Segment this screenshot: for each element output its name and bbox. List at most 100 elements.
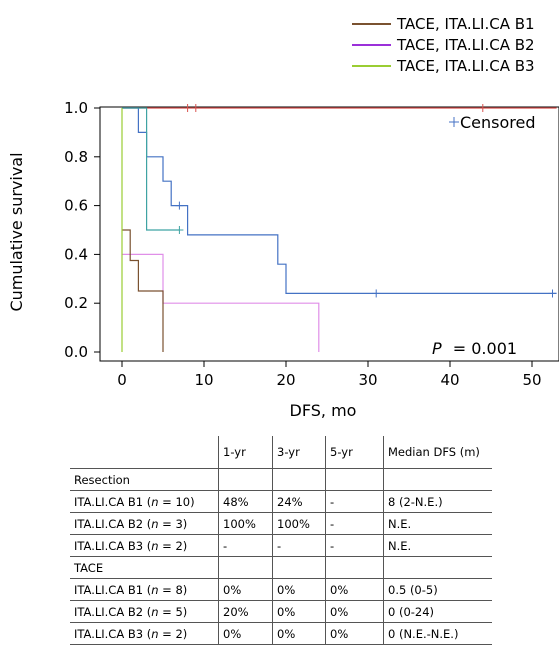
p-value: P = 0.001 (432, 339, 517, 358)
table-cell: N.E. (383, 534, 492, 557)
legend: TACE, ITA.LI.CA B1 TACE, ITA.LI.CA B2 TACE… (352, 15, 535, 75)
table-cell: 100% (218, 512, 273, 535)
y-tick-label: 1.0 (64, 99, 88, 117)
table-cell: 8 (2-N.E.) (383, 490, 492, 513)
censor-mark (548, 289, 557, 298)
table-cell: 0.5 (0-5) (383, 578, 492, 601)
x-tick-label: 30 (358, 371, 377, 389)
table-header-cell: 1-yr (218, 436, 273, 469)
x-tick-label: 50 (522, 371, 541, 389)
x-tick-label: 10 (194, 371, 213, 389)
table-cell: 0% (325, 578, 384, 601)
table-cell: 100% (272, 512, 326, 535)
y-tick-label: 0.4 (64, 245, 88, 263)
censored-legend: Censored (449, 113, 536, 132)
row-label-text: ITA.LI.CA B3 ( (74, 626, 152, 641)
row-label: ITA.LI.CA B3 (n = 2) (70, 622, 219, 645)
table-header-cell: 5-yr (325, 436, 384, 469)
table-row: ITA.LI.CA B1 (n = 8) 0% 0% 0% 0.5 (0-5) (70, 578, 492, 601)
table-cell: - (325, 512, 384, 535)
row-n-symbol: n (151, 604, 159, 619)
legend-entry: TACE, ITA.LI.CA B2 (396, 36, 535, 54)
table-row: ITA.LI.CA B1 (n = 10) 48% 24% -8 (2-N.E.) (70, 490, 492, 513)
series-line-1 (122, 107, 557, 294)
table-cell: N.E. (383, 512, 492, 535)
legend-entry: TACE, ITA.LI.CA B1 (396, 15, 535, 33)
table-cell: 0 (N.E.-N.E.) (383, 622, 492, 645)
table-cell: 0% (272, 578, 326, 601)
x-axis-label: DFS, mo (290, 401, 357, 420)
y-tick-label: 0.0 (64, 343, 88, 361)
row-n-symbol: n (151, 494, 159, 509)
row-n-symbol: n (151, 582, 159, 597)
plot-frame (99, 106, 559, 362)
survival-table: 1-yr 3-yr 5-yr Median DFS (m) Resection ITA.L… (70, 436, 492, 645)
table-cell: - (325, 534, 384, 557)
table-cell: - (272, 534, 326, 557)
y-axis-label: Cumulative survival (7, 152, 26, 311)
table-cell (383, 556, 492, 579)
table-header-row: 1-yr 3-yr 5-yr Median DFS (m) (70, 436, 492, 469)
p-value-text: = 0.001 (453, 339, 517, 358)
table-row: ITA.LI.CA B3 (n = 2) 0% 0% 0% 0 (N.E.-N.E.) (70, 622, 492, 645)
table-cell (272, 468, 326, 491)
row-label-text: ITA.LI.CA B3 ( (74, 538, 152, 553)
row-n-value: = 5) (158, 604, 188, 619)
km-chart: TACE, ITA.LI.CA B1 TACE, ITA.LI.CA B2 TACE… (7, 15, 559, 420)
table-cell: 48% (218, 490, 273, 513)
y-tick-label: 0.2 (64, 294, 88, 312)
censor-mark (183, 104, 192, 112)
table-cell (218, 556, 273, 579)
table-group-row: Resection (70, 468, 492, 491)
x-tick-label: 0 (117, 371, 127, 389)
row-n-value: = 3) (158, 516, 188, 531)
table-cell: - (218, 534, 273, 557)
series-line-3 (122, 253, 320, 352)
row-label: Resection (70, 468, 219, 491)
row-label: TACE (70, 556, 219, 579)
censor-mark (175, 226, 184, 234)
censor-mark (478, 104, 487, 112)
table-cell: 0% (325, 622, 384, 645)
series-line-2 (122, 107, 180, 231)
row-n-value: = 2) (158, 626, 188, 641)
table-row: ITA.LI.CA B3 (n = 2) - - - N.E. (70, 534, 492, 557)
table-cell: 0% (218, 578, 273, 601)
row-n-value: = 8) (158, 582, 188, 597)
censor-mark (372, 289, 381, 298)
table-cell (218, 468, 273, 491)
row-n-symbol: n (151, 538, 159, 553)
row-n-value: = 10) (158, 494, 195, 509)
row-label: ITA.LI.CA B2 (n = 5) (70, 600, 219, 623)
table-row: ITA.LI.CA B2 (n = 5) 20% 0% 0% 0 (0-24) (70, 600, 492, 623)
y-tick-label: 0.8 (64, 148, 88, 166)
p-value-symbol: P (432, 339, 442, 358)
row-label-text: ITA.LI.CA B2 ( (74, 604, 152, 619)
table-cell (272, 556, 326, 579)
row-n-symbol: n (151, 516, 159, 531)
table-cell: - (325, 490, 384, 513)
legend-entry: TACE, ITA.LI.CA B3 (396, 57, 535, 75)
row-label-text: ITA.LI.CA B2 ( (74, 516, 152, 531)
table-cell: 0% (272, 622, 326, 645)
table-row: ITA.LI.CA B2 (n = 3) 100% 100% - N.E. (70, 512, 492, 535)
table-cell: 20% (218, 600, 273, 623)
x-tick-label: 20 (276, 371, 295, 389)
row-n-symbol: n (151, 626, 159, 641)
series-layer (121, 104, 557, 352)
y-axis: 0.0 0.2 0.4 0.6 0.8 1.0 (64, 99, 100, 361)
table-cell: 0% (272, 600, 326, 623)
x-axis: 0 10 20 30 40 50 (117, 361, 542, 389)
table-header-cell: 3-yr (272, 436, 326, 469)
row-label-text: TACE (74, 560, 104, 575)
table-header-cell (70, 436, 219, 469)
row-label: ITA.LI.CA B2 (n = 3) (70, 512, 219, 535)
table-cell: 24% (272, 490, 326, 513)
row-label-text: Resection (74, 472, 130, 487)
series-line-4 (122, 229, 164, 352)
table-header-cell: Median DFS (m) (383, 436, 492, 469)
row-label: ITA.LI.CA B1 (n = 10) (70, 490, 219, 513)
censor-mark (175, 201, 184, 210)
row-n-value: = 2) (158, 538, 188, 553)
table-cell (383, 468, 492, 491)
